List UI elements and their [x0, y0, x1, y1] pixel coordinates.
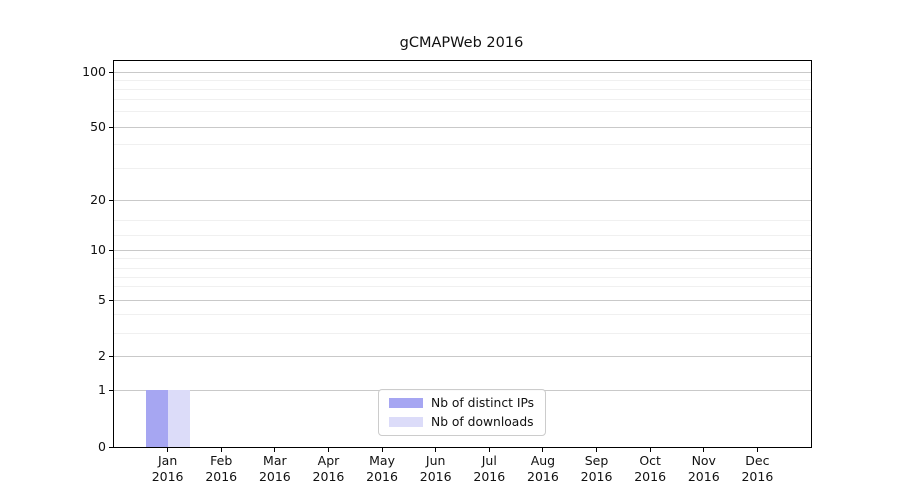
- x-tick-mark: [542, 447, 544, 452]
- y-tick-mark: [109, 200, 114, 201]
- x-tick-mark: [327, 447, 329, 452]
- gridline-major: [114, 127, 811, 128]
- y-tick-label: 2: [98, 348, 106, 363]
- legend-item-downloads: Nb of downloads: [389, 415, 537, 429]
- y-tick-mark: [109, 72, 114, 73]
- gridline-minor: [114, 99, 811, 100]
- gridline-minor: [114, 235, 811, 236]
- gridline-major: [114, 356, 811, 357]
- gridline-minor: [114, 168, 811, 169]
- x-tick-label: Sep 2016: [580, 453, 613, 484]
- y-tick-mark: [109, 250, 114, 251]
- y-tick-label: 1: [98, 382, 106, 397]
- gridline-major: [114, 72, 811, 73]
- y-tick-label: 5: [98, 292, 106, 307]
- plot-area: Nb of distinct IPs Nb of downloads 100 50…: [82, 60, 812, 484]
- y-tick-label: 100: [82, 64, 106, 79]
- x-tick-label: Jan 2016: [151, 453, 184, 484]
- legend-swatch-distinct-ips: [389, 398, 423, 408]
- gridline-major: [114, 200, 811, 201]
- x-tick-mark: [167, 447, 169, 452]
- y-tick-mark: [109, 390, 114, 391]
- gridline-minor: [114, 314, 811, 315]
- y-tick-mark: [109, 447, 114, 448]
- y-tick-mark: [109, 127, 114, 128]
- x-tick-mark: [703, 447, 705, 452]
- legend: Nb of distinct IPs Nb of downloads: [378, 389, 546, 436]
- legend-item-distinct-ips: Nb of distinct IPs: [389, 396, 537, 410]
- x-tick-label: Nov 2016: [687, 453, 720, 484]
- y-tick-label: 50: [90, 119, 106, 134]
- y-tick-mark: [109, 300, 114, 301]
- gridline-minor: [114, 333, 811, 334]
- x-tick-label: Apr 2016: [312, 453, 345, 484]
- x-tick-mark: [488, 447, 490, 452]
- x-tick-label: Feb 2016: [205, 453, 238, 484]
- gridline-minor: [114, 80, 811, 81]
- gridline-minor: [114, 268, 811, 269]
- y-tick-label: 10: [90, 242, 106, 257]
- gridline-major: [114, 250, 811, 251]
- legend-swatch-downloads: [389, 417, 423, 427]
- bar-nb-of-distinct-ips-jan-2016: [145, 390, 168, 447]
- x-tick-mark: [596, 447, 598, 452]
- x-tick-mark: [381, 447, 383, 452]
- x-tick-label: Dec 2016: [741, 453, 774, 484]
- y-tick-label: 20: [90, 192, 106, 207]
- bar-nb-of-downloads-jan-2016: [167, 390, 190, 447]
- x-tick-label: Mar 2016: [258, 453, 291, 484]
- x-tick-mark: [649, 447, 651, 452]
- legend-label-downloads: Nb of downloads: [431, 415, 534, 429]
- gridline-minor: [114, 144, 811, 145]
- gridline-minor: [114, 286, 811, 287]
- gridline-minor: [114, 277, 811, 278]
- x-tick-mark: [756, 447, 758, 452]
- y-tick-label: 0: [98, 439, 106, 454]
- x-tick-mark: [274, 447, 276, 452]
- gridline-major: [114, 300, 811, 301]
- chart-title: gCMAPWeb 2016: [399, 35, 524, 51]
- x-tick-label: Oct 2016: [634, 453, 667, 484]
- x-tick-label: May 2016: [366, 453, 398, 484]
- gridline-minor: [114, 258, 811, 259]
- legend-label-distinct-ips: Nb of distinct IPs: [431, 396, 535, 410]
- x-tick-mark: [435, 447, 437, 452]
- x-tick-label: Jun 2016: [419, 453, 452, 484]
- x-tick-label: Aug 2016: [527, 453, 559, 484]
- y-tick-mark: [109, 356, 114, 357]
- gridline-minor: [114, 89, 811, 90]
- gridline-minor: [114, 111, 811, 112]
- gridline-minor: [114, 220, 811, 221]
- x-tick-mark: [220, 447, 222, 452]
- x-tick-label: Jul 2016: [473, 453, 506, 484]
